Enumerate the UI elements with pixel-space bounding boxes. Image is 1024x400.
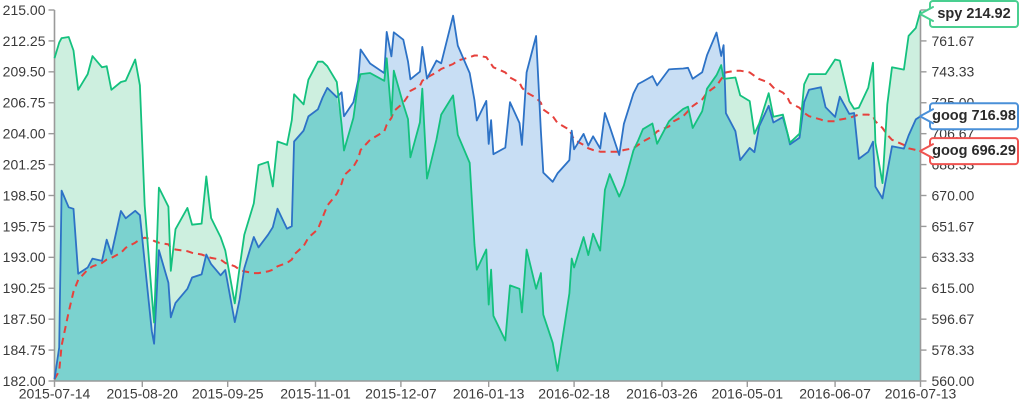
left-axis-tick-label: 195.75 — [3, 218, 46, 234]
x-axis-tick-label: 2016-01-13 — [453, 385, 525, 400]
x-axis-tick-label: 2016-05-01 — [711, 385, 783, 400]
x-axis-tick-label: 2016-02-18 — [538, 385, 610, 400]
goog-average-line — [53, 54, 921, 380]
flag-notch-goog — [919, 108, 934, 125]
flag-notch-goog_avg — [919, 143, 934, 160]
right-axis-tick-label: 743.33 — [932, 64, 975, 80]
left-axis-tick-label: 182.00 — [3, 373, 46, 389]
left-axis-tick-label: 193.00 — [3, 249, 46, 265]
left-axis-tick-label: 201.25 — [3, 156, 46, 172]
flag-box-spy — [929, 0, 1019, 28]
right-axis-tick-label: 596.67 — [932, 311, 975, 327]
right-axis-tick-label: 560.00 — [932, 373, 975, 389]
spy-line — [53, 10, 922, 372]
overlap-area-fill — [54, 58, 921, 382]
x-axis-tick-label: 2015-12-07 — [365, 385, 437, 400]
right-axis-tick-label: 615.00 — [932, 280, 975, 296]
x-axis-tick-label: 2015-07-14 — [19, 385, 91, 400]
right-axis-tick-label: 651.67 — [932, 218, 975, 234]
right-axis-tick-label: 670.00 — [932, 187, 975, 203]
plot-area[interactable] — [55, 10, 921, 381]
x-axis-tick-label: 2016-06-07 — [799, 385, 871, 400]
x-axis-tick-label: 2015-09-25 — [192, 385, 264, 400]
left-axis-tick-label: 204.00 — [3, 126, 46, 142]
x-axis-tick-label: 2015-08-20 — [106, 385, 178, 400]
right-axis-tick-label: 761.67 — [932, 33, 975, 49]
flag-box-goog_avg — [929, 137, 1019, 166]
left-axis-tick-label: 209.50 — [3, 64, 46, 80]
left-axis-tick-label: 184.75 — [3, 342, 46, 358]
x-axis-tick-label: 2016-03-26 — [626, 385, 698, 400]
x-axis-tick-label: 2015-11-01 — [280, 385, 351, 400]
left-axis-tick-label: 206.75 — [3, 95, 46, 111]
right-axis-tick-label: 633.33 — [932, 249, 975, 265]
left-axis-tick-label: 190.25 — [3, 280, 46, 296]
left-axis-tick-label: 212.25 — [3, 33, 46, 49]
left-axis-tick-label: 198.50 — [3, 187, 46, 203]
x-axis-tick-label: 2016-07-13 — [885, 385, 957, 400]
flag-notch-spy — [919, 6, 934, 22]
right-axis-tick-label: 578.33 — [932, 342, 975, 358]
goog-line — [53, 14, 921, 380]
left-axis-tick-label: 215.00 — [3, 2, 46, 18]
left-axis-tick-label: 187.50 — [3, 311, 46, 327]
flag-box-goog — [929, 102, 1019, 131]
